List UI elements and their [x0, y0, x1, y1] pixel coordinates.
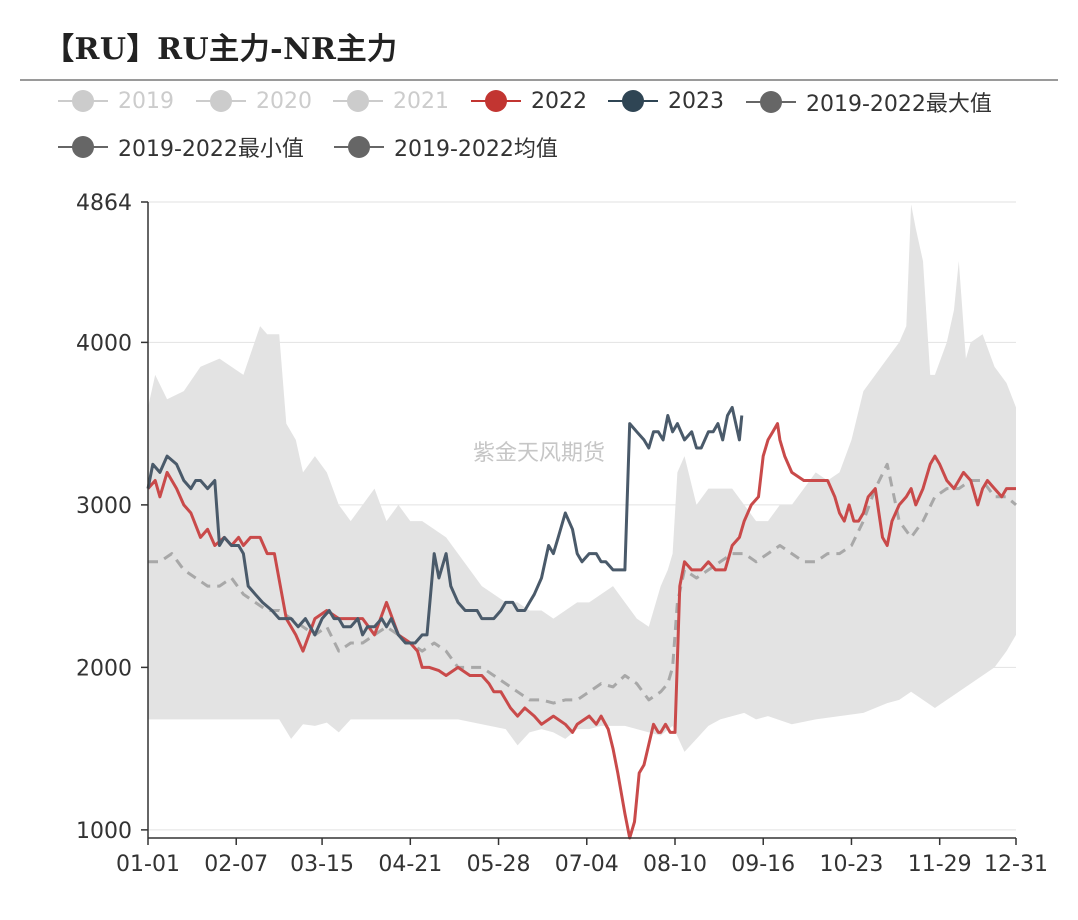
y-tick-label: 1000: [76, 819, 132, 844]
legend-label: 2019-2022最小值: [118, 137, 304, 162]
x-tick-label: 07-04: [555, 852, 619, 877]
x-tick-label: 09-16: [731, 852, 795, 877]
x-tick-label: 12-31: [984, 852, 1048, 877]
legend-item-mean[interactable]: 2019-2022均值: [334, 131, 558, 163]
legend-marker-icon: [58, 132, 108, 162]
series-2022-line: [146, 422, 1016, 840]
legend-label: 2019: [118, 88, 174, 114]
x-tick-label: 10-23: [819, 852, 883, 877]
legend-marker-icon: [58, 86, 108, 116]
legend-item-2019[interactable]: 2019: [58, 86, 174, 116]
legend-marker-icon: [333, 86, 383, 116]
legend-marker-icon: [746, 87, 796, 117]
legend-item-2023[interactable]: 2023: [608, 86, 724, 116]
y-tick-label: 3000: [76, 494, 132, 519]
legend-marker-icon: [196, 86, 246, 116]
legend-marker-icon: [471, 86, 521, 116]
range-band-area: [148, 204, 1016, 752]
watermark: 紫金天风期货: [473, 441, 605, 466]
y-tick-label: 2000: [76, 656, 132, 681]
x-tick-label: 11-29: [908, 852, 972, 877]
legend-item-max[interactable]: 2019-2022最大值: [746, 86, 992, 118]
legend-label: 2021: [393, 88, 449, 114]
legend-item-min[interactable]: 2019-2022最小值: [58, 131, 304, 163]
legend-item-2021[interactable]: 2021: [333, 86, 449, 116]
legend-label: 2020: [256, 88, 312, 114]
x-tick-label: 05-28: [467, 852, 531, 877]
y-tick-label: 4000: [76, 331, 132, 356]
x-tick-label: 04-21: [378, 852, 442, 877]
mean-line: [148, 462, 1017, 705]
x-tick-label: 01-01: [116, 852, 180, 877]
legend-label: 2023: [668, 88, 724, 114]
x-tick-label: 02-07: [204, 852, 268, 877]
legend-item-2022[interactable]: 2022: [471, 86, 587, 116]
y-tick-label: 4864: [76, 191, 132, 216]
x-tick-label: 08-10: [643, 852, 707, 877]
legend-label: 2022: [531, 88, 587, 114]
legend-label: 2019-2022最大值: [806, 92, 992, 117]
chart-title: 【RU】RU主力-NR主力: [44, 32, 398, 67]
legend-marker-icon: [608, 86, 658, 116]
series-2023-line: [146, 405, 744, 645]
x-tick-label: 03-15: [290, 852, 354, 877]
legend-label: 2019-2022均值: [394, 137, 558, 162]
legend-marker-icon: [334, 132, 384, 162]
title-divider: [20, 79, 1058, 81]
legend-item-2020[interactable]: 2020: [196, 86, 312, 116]
